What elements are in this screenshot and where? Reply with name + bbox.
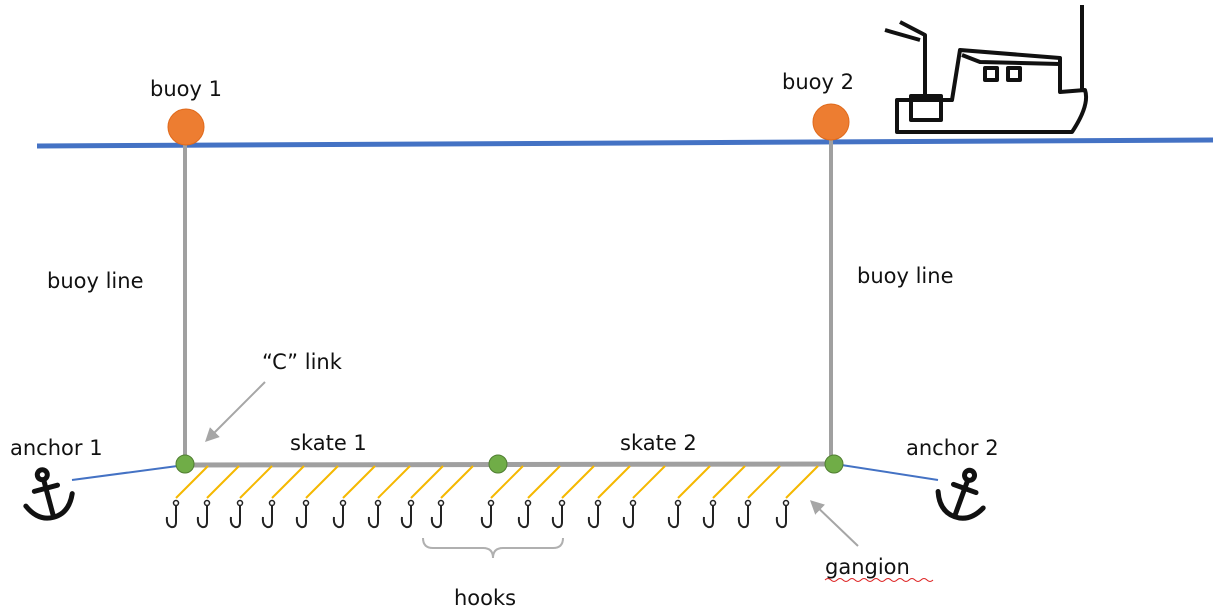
gangion [490, 465, 524, 499]
hook-eye [558, 499, 566, 507]
label: buoy 2 [782, 70, 854, 94]
gangion [527, 465, 561, 499]
gangion [712, 465, 746, 499]
hook [517, 506, 529, 529]
hook-eye [437, 499, 445, 507]
hook-eye [594, 499, 602, 507]
gangion [632, 465, 666, 499]
hook [196, 506, 208, 529]
gangion [305, 465, 339, 499]
gangion [206, 465, 240, 499]
pointer-arrow [809, 500, 859, 547]
hook [702, 506, 714, 529]
gangion [271, 465, 305, 499]
buoy [167, 108, 205, 146]
anchor-line [834, 463, 939, 481]
c-link [175, 454, 195, 474]
hook-eye [203, 499, 211, 507]
hook [667, 506, 679, 529]
hook-eye [487, 499, 495, 507]
label: anchor 1 [10, 436, 103, 460]
label: buoy line [47, 269, 144, 293]
gangion [597, 465, 631, 499]
groundline [184, 461, 836, 468]
hook [430, 506, 442, 529]
hook [229, 506, 241, 529]
gangion [440, 465, 474, 499]
label: buoy 1 [150, 77, 222, 101]
hook-eye [407, 499, 415, 507]
hooks-bracket [422, 537, 564, 559]
hook-eye [268, 499, 276, 507]
hook [551, 506, 563, 529]
label: anchor 2 [906, 436, 999, 460]
label: buoy line [857, 264, 954, 288]
buoy [812, 103, 850, 141]
hook [622, 506, 634, 529]
hook [165, 506, 177, 529]
hook-eye [339, 499, 347, 507]
hook-eye [782, 499, 790, 507]
gangion [747, 465, 781, 499]
label: skate 1 [290, 431, 367, 455]
hook [400, 506, 412, 529]
anchor-line [71, 464, 186, 481]
gangion [377, 465, 411, 499]
anchor [935, 467, 986, 521]
hook-eye [674, 499, 682, 507]
hook-eye [744, 499, 752, 507]
c-link [488, 454, 508, 474]
gangion [239, 465, 273, 499]
hook [480, 506, 492, 529]
hook-eye [709, 499, 717, 507]
label: gangion [825, 555, 910, 579]
hook [367, 506, 379, 529]
pointer-arrow [205, 381, 266, 442]
gangion [410, 465, 444, 499]
gangion [561, 465, 595, 499]
hook [737, 506, 749, 529]
hook-eye [524, 499, 532, 507]
anchor [23, 467, 75, 521]
hooks-group [165, 465, 819, 529]
gangion [175, 465, 209, 499]
hook [295, 506, 307, 529]
label: hooks [454, 586, 516, 610]
hook-eye [172, 499, 180, 507]
water-surface [36, 137, 1213, 149]
hook [775, 506, 787, 529]
label: “C” link [262, 350, 343, 374]
hook [261, 506, 273, 529]
label: skate 2 [620, 431, 697, 455]
spell-underline [824, 578, 934, 582]
hook-eye [629, 499, 637, 507]
boat [884, 5, 1089, 134]
hook [587, 506, 599, 529]
hook [332, 506, 344, 529]
hook-eye [302, 499, 310, 507]
gangion [785, 465, 819, 499]
hook-eye [236, 499, 244, 507]
hook-eye [374, 499, 382, 507]
gangion [342, 465, 376, 499]
c-link [824, 454, 844, 474]
gangion [677, 465, 711, 499]
